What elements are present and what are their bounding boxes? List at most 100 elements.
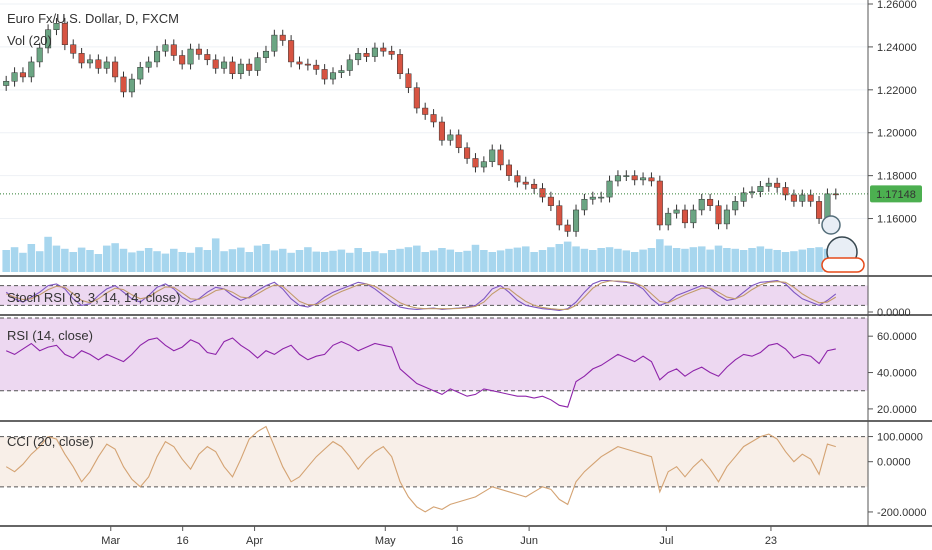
rsi-pane[interactable]: RSI (14, close) xyxy=(0,317,868,408)
candle xyxy=(665,212,672,226)
candle xyxy=(816,201,823,219)
volume-bar xyxy=(547,247,555,272)
time-tick-label: 16 xyxy=(177,535,189,547)
event-flags-icon[interactable] xyxy=(821,215,865,273)
candle xyxy=(740,192,747,202)
candle xyxy=(539,188,546,198)
volume-bar xyxy=(77,247,86,272)
candle xyxy=(623,175,630,177)
time-axis[interactable]: Mar 16 Apr May 16 Jun Jul 23 xyxy=(101,526,777,547)
volume-bar xyxy=(203,250,212,272)
volume-bar xyxy=(86,250,94,272)
candle xyxy=(262,50,269,58)
time-tick-label: 16 xyxy=(451,535,463,547)
volume-bar xyxy=(128,252,136,272)
candle xyxy=(103,61,110,69)
stoch-rsi-pane[interactable]: Stoch RSI (3, 3, 14, 14, close) xyxy=(0,280,868,311)
candle xyxy=(606,180,613,198)
volume-bar xyxy=(572,246,580,272)
candle xyxy=(556,205,563,226)
pane-separators xyxy=(0,0,932,527)
volume-bar xyxy=(345,252,354,272)
volume-bar xyxy=(656,239,664,272)
volume-bar xyxy=(723,248,731,272)
volume-bar xyxy=(764,248,773,272)
candle xyxy=(254,57,261,71)
volume-bar xyxy=(362,252,371,272)
volume-bar xyxy=(505,248,513,272)
volume-bar xyxy=(697,246,706,272)
candle xyxy=(782,187,789,196)
indicator-tick-label: 100.0000 xyxy=(877,432,923,444)
candle xyxy=(204,54,211,61)
candle xyxy=(95,59,102,69)
symbol-title: Euro Fx/U.S. Dollar, D, FXCM xyxy=(7,11,179,26)
candle xyxy=(19,72,26,78)
candle xyxy=(799,194,806,202)
candle xyxy=(573,209,580,232)
candle xyxy=(11,72,18,82)
volume-bar xyxy=(295,250,304,272)
volume-bar xyxy=(806,248,815,272)
candle xyxy=(179,55,186,65)
volume-bar xyxy=(815,247,823,272)
candle xyxy=(313,64,320,70)
candle xyxy=(237,63,244,74)
price-tick-label: 1.20000 xyxy=(877,128,917,140)
volume-bar xyxy=(270,250,279,272)
candle xyxy=(648,177,655,182)
volume-bar xyxy=(320,252,329,272)
indicator-line xyxy=(5,280,837,311)
volume-bar xyxy=(195,247,203,272)
candle xyxy=(120,76,127,93)
volume-bar xyxy=(647,248,656,272)
volume-bar xyxy=(27,244,36,272)
volume-bar xyxy=(387,250,396,272)
price-tick-label: 1.18000 xyxy=(877,171,917,183)
candle xyxy=(229,61,236,74)
candle xyxy=(36,47,43,63)
time-tick-label: Jun xyxy=(520,535,538,547)
candle xyxy=(86,59,94,64)
candle xyxy=(464,147,471,159)
candle xyxy=(3,80,10,86)
volume-bar xyxy=(237,247,245,272)
stoch-rsi-title: Stoch RSI (3, 3, 14, 14, close) xyxy=(7,290,180,305)
volume-bar xyxy=(102,245,111,272)
indicator-tick-label: 0.0000 xyxy=(877,457,911,469)
volume-bar xyxy=(563,241,572,272)
volume-bar xyxy=(480,250,488,272)
candle xyxy=(514,175,521,183)
volume-bar xyxy=(790,251,798,272)
volume-bar xyxy=(530,252,538,272)
candle xyxy=(656,180,663,226)
cci-title: CCI (20, close) xyxy=(7,434,94,449)
volume-bar xyxy=(580,248,589,272)
candle xyxy=(162,44,169,52)
volume-bar xyxy=(714,245,723,272)
volume-bar xyxy=(404,247,413,272)
candle xyxy=(707,198,714,206)
volume-bar xyxy=(211,238,220,272)
candle xyxy=(355,53,362,61)
price-pane[interactable]: Euro Fx/U.S. Dollar, D, FXCM Vol (20) xyxy=(0,3,868,272)
candle xyxy=(489,149,496,162)
candle xyxy=(824,193,831,219)
candle xyxy=(279,34,286,41)
volume-bar xyxy=(555,244,564,272)
candle xyxy=(522,181,529,185)
indicator-tick-label: 60.0000 xyxy=(877,331,917,343)
volume-bar xyxy=(44,236,52,272)
volume-bar xyxy=(413,245,421,272)
candle xyxy=(505,164,513,176)
time-tick-label: Jul xyxy=(659,535,673,547)
volume-bar xyxy=(19,252,27,272)
cci-pane[interactable]: CCI (20, close) xyxy=(0,425,868,513)
volume-bar xyxy=(2,250,10,272)
candle xyxy=(405,73,412,88)
candle xyxy=(70,44,77,54)
volume-bar xyxy=(111,243,119,272)
volume-bar xyxy=(245,252,253,272)
price-axis[interactable]: 1.26000 1.24000 1.22000 1.20000 1.18000 1.160… xyxy=(868,0,927,519)
candle xyxy=(673,209,680,214)
